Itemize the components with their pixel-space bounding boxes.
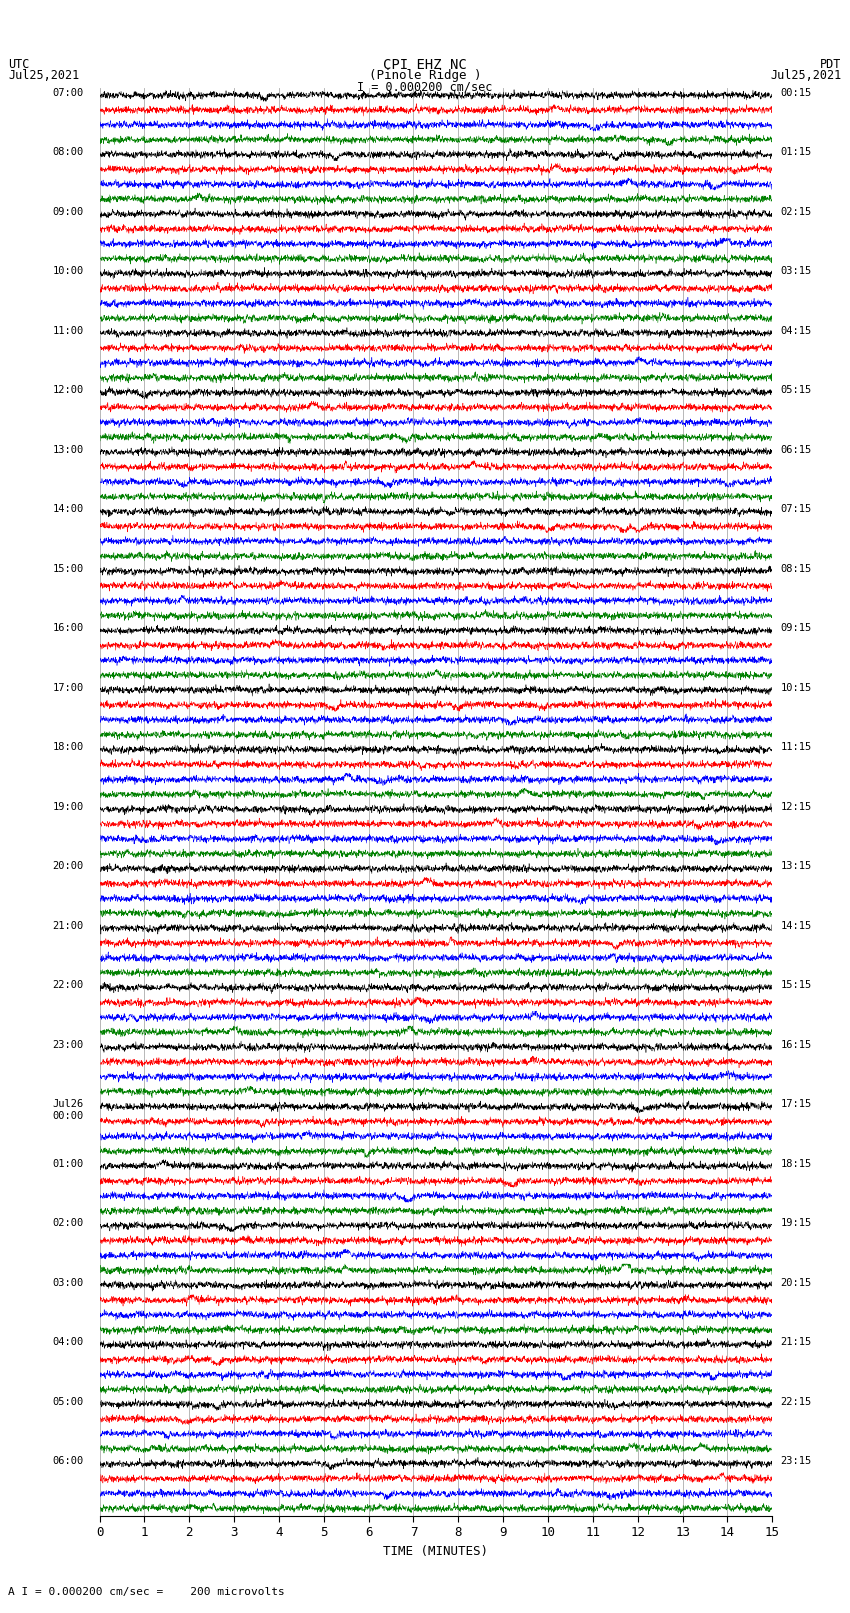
Text: 19:15: 19:15 xyxy=(780,1218,812,1227)
Text: 04:00: 04:00 xyxy=(53,1337,84,1347)
Text: 20:15: 20:15 xyxy=(780,1277,812,1287)
Text: 07:00: 07:00 xyxy=(53,87,84,97)
Text: 17:00: 17:00 xyxy=(53,682,84,692)
X-axis label: TIME (MINUTES): TIME (MINUTES) xyxy=(383,1545,489,1558)
Text: 11:00: 11:00 xyxy=(53,326,84,336)
Text: 01:00: 01:00 xyxy=(53,1158,84,1169)
Text: 17:15: 17:15 xyxy=(780,1098,812,1110)
Text: A I = 0.000200 cm/sec =    200 microvolts: A I = 0.000200 cm/sec = 200 microvolts xyxy=(8,1587,286,1597)
Text: 18:00: 18:00 xyxy=(53,742,84,752)
Text: 22:00: 22:00 xyxy=(53,981,84,990)
Text: 09:15: 09:15 xyxy=(780,623,812,634)
Text: 16:00: 16:00 xyxy=(53,623,84,634)
Text: 16:15: 16:15 xyxy=(780,1040,812,1050)
Text: (Pinole Ridge ): (Pinole Ridge ) xyxy=(369,69,481,82)
Text: 08:15: 08:15 xyxy=(780,563,812,574)
Text: 18:15: 18:15 xyxy=(780,1158,812,1169)
Text: PDT: PDT xyxy=(820,58,842,71)
Text: Jul26
00:00: Jul26 00:00 xyxy=(53,1098,84,1121)
Text: 06:15: 06:15 xyxy=(780,445,812,455)
Text: 13:00: 13:00 xyxy=(53,445,84,455)
Text: 13:15: 13:15 xyxy=(780,861,812,871)
Text: 05:00: 05:00 xyxy=(53,1397,84,1407)
Text: CPI EHZ NC: CPI EHZ NC xyxy=(383,58,467,71)
Text: Jul25,2021: Jul25,2021 xyxy=(770,69,842,82)
Text: 02:00: 02:00 xyxy=(53,1218,84,1227)
Text: Jul25,2021: Jul25,2021 xyxy=(8,69,80,82)
Text: 03:00: 03:00 xyxy=(53,1277,84,1287)
Text: 07:15: 07:15 xyxy=(780,505,812,515)
Text: 12:15: 12:15 xyxy=(780,802,812,811)
Text: 15:15: 15:15 xyxy=(780,981,812,990)
Text: 14:15: 14:15 xyxy=(780,921,812,931)
Text: 06:00: 06:00 xyxy=(53,1457,84,1466)
Text: 03:15: 03:15 xyxy=(780,266,812,276)
Text: 12:00: 12:00 xyxy=(53,386,84,395)
Text: 23:00: 23:00 xyxy=(53,1040,84,1050)
Text: 15:00: 15:00 xyxy=(53,563,84,574)
Text: 04:15: 04:15 xyxy=(780,326,812,336)
Text: 11:15: 11:15 xyxy=(780,742,812,752)
Text: 09:00: 09:00 xyxy=(53,206,84,216)
Text: 08:00: 08:00 xyxy=(53,147,84,156)
Text: 10:15: 10:15 xyxy=(780,682,812,692)
Text: UTC: UTC xyxy=(8,58,30,71)
Text: 00:15: 00:15 xyxy=(780,87,812,97)
Text: 21:15: 21:15 xyxy=(780,1337,812,1347)
Text: 02:15: 02:15 xyxy=(780,206,812,216)
Text: 21:00: 21:00 xyxy=(53,921,84,931)
Text: 22:15: 22:15 xyxy=(780,1397,812,1407)
Text: 14:00: 14:00 xyxy=(53,505,84,515)
Text: 01:15: 01:15 xyxy=(780,147,812,156)
Text: 05:15: 05:15 xyxy=(780,386,812,395)
Text: 10:00: 10:00 xyxy=(53,266,84,276)
Text: 20:00: 20:00 xyxy=(53,861,84,871)
Text: 19:00: 19:00 xyxy=(53,802,84,811)
Text: 23:15: 23:15 xyxy=(780,1457,812,1466)
Text: I = 0.000200 cm/sec: I = 0.000200 cm/sec xyxy=(357,81,493,94)
